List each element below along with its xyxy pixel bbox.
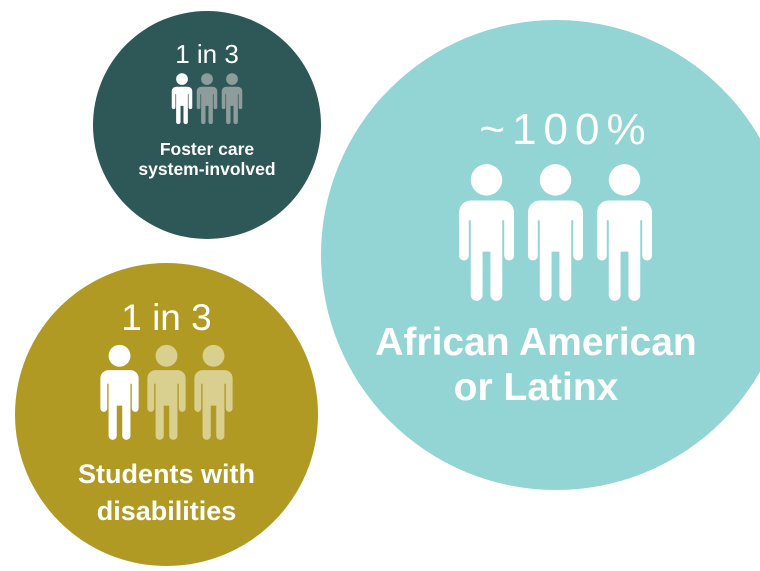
race-label-line2: or Latinx — [453, 366, 619, 410]
foster-care-label-line1: Foster care — [159, 139, 255, 159]
person-icon — [146, 344, 187, 440]
race-bubble: ~100% African American or Latinx — [321, 20, 760, 490]
disabilities-bubble: 1 in 3 Students with disabilities — [15, 263, 318, 566]
person-icon — [457, 163, 516, 301]
disabilities-label-line1: Students with — [78, 459, 255, 489]
disabilities-label: Students with disabilities — [15, 456, 318, 529]
person-icon — [595, 163, 654, 301]
foster-care-stat: 1 in 3 — [175, 39, 239, 69]
disabilities-stat: 1 in 3 — [121, 297, 212, 338]
person-icon — [196, 72, 218, 125]
foster-care-bubble: 1 in 3 Foster care system-involved — [93, 11, 321, 239]
person-icon — [171, 72, 193, 125]
person-icon — [221, 72, 243, 125]
person-icon — [526, 163, 585, 301]
foster-care-label: Foster care system-involved — [93, 139, 321, 179]
disabilities-people-icons — [15, 344, 318, 440]
foster-care-people-icons — [93, 72, 321, 125]
race-label: African American or Latinx — [281, 320, 760, 410]
foster-care-label-line2: system-involved — [138, 159, 276, 180]
person-icon — [99, 344, 140, 440]
race-stat: ~100% — [479, 105, 653, 154]
person-icon — [193, 344, 234, 440]
disabilities-label-line2: disabilities — [96, 495, 237, 526]
race-label-line1: African American — [375, 321, 697, 364]
race-people-icons — [319, 163, 760, 301]
